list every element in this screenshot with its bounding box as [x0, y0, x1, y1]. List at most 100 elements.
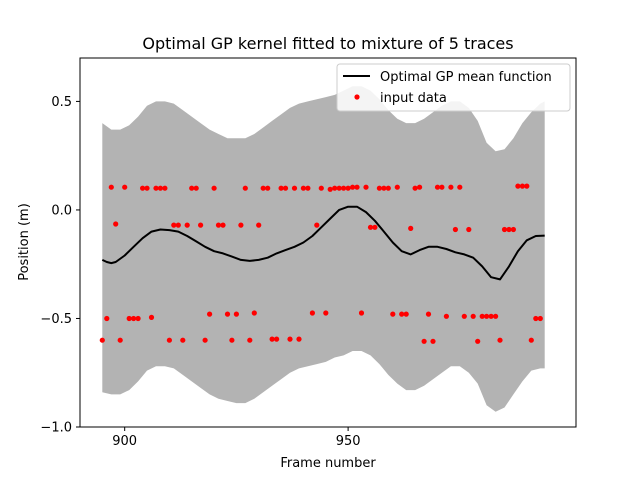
data-point — [305, 185, 311, 191]
data-point — [140, 185, 146, 191]
data-point — [211, 185, 217, 191]
y-tick-label: −0.5 — [40, 312, 72, 327]
data-point — [341, 185, 347, 191]
data-point — [189, 185, 195, 191]
data-point — [372, 224, 378, 230]
data-point — [515, 183, 521, 189]
data-point — [314, 222, 320, 228]
mean-line-layer — [101, 205, 545, 281]
data-point — [537, 315, 543, 322]
x-axis-ticks: 900 950 — [112, 427, 361, 449]
data-point — [417, 184, 423, 190]
x-tick-label: 900 — [112, 434, 137, 449]
data-point — [309, 310, 315, 316]
data-point — [122, 184, 128, 190]
data-point — [363, 184, 369, 190]
data-point — [425, 311, 432, 317]
data-point — [452, 226, 458, 233]
data-point — [282, 185, 289, 191]
y-tick-label: 0.5 — [51, 95, 72, 110]
data-point — [215, 222, 222, 228]
axes-frame — [79, 57, 577, 428]
data-point — [381, 185, 387, 191]
y-axis-label: Position (m) — [17, 203, 32, 281]
data-point — [180, 337, 186, 343]
data-point — [533, 315, 539, 322]
data-point — [126, 315, 132, 322]
data-point — [399, 311, 405, 317]
data-point — [488, 313, 494, 319]
data-point — [233, 311, 239, 317]
data-point — [104, 315, 110, 322]
data-point — [251, 310, 257, 316]
data-point — [358, 310, 365, 316]
y-axis-ticks: −1.0 −0.5 0.0 0.5 — [40, 95, 80, 436]
data-point — [350, 184, 356, 190]
data-point — [354, 184, 360, 190]
data-point — [461, 313, 467, 319]
data-point — [269, 336, 275, 342]
data-point — [265, 185, 271, 191]
data-point — [202, 337, 208, 343]
data-point — [148, 314, 155, 320]
y-tick-label: −1.0 — [40, 421, 72, 436]
data-point — [479, 313, 485, 319]
data-point — [345, 185, 351, 191]
data-point — [153, 185, 159, 191]
data-point — [238, 222, 244, 228]
data-point — [162, 185, 168, 191]
data-point — [166, 337, 172, 343]
x-tick-label: 950 — [336, 434, 361, 449]
legend: Optimal GP mean function input data — [336, 63, 571, 112]
data-point — [497, 337, 503, 343]
data-point — [193, 185, 199, 191]
data-point — [207, 311, 213, 317]
chart-title: Optimal GP kernel fitted to mixture of 5… — [142, 34, 513, 53]
data-point — [332, 185, 338, 191]
data-point — [175, 222, 181, 228]
data-point — [336, 185, 342, 191]
data-point — [278, 185, 284, 191]
data-point — [443, 313, 449, 319]
data-point — [113, 221, 119, 227]
data-point — [220, 222, 226, 228]
data-point — [430, 338, 436, 344]
data-point — [484, 313, 490, 319]
data-point — [457, 184, 463, 190]
data-point — [470, 313, 476, 319]
legend-label-mean: Optimal GP mean function — [380, 70, 552, 85]
confidence-band-layer — [102, 86, 545, 412]
data-point — [408, 225, 414, 231]
data-point — [229, 337, 235, 343]
data-point — [519, 183, 526, 189]
data-points-layer — [99, 183, 543, 344]
data-point — [466, 226, 472, 233]
legend-box — [336, 63, 571, 112]
data-point — [506, 226, 512, 233]
data-point — [439, 184, 445, 190]
data-point — [99, 337, 105, 343]
data-point — [171, 222, 177, 228]
data-point — [108, 184, 114, 190]
data-point — [434, 184, 441, 190]
data-point — [510, 226, 516, 233]
data-point — [274, 336, 280, 342]
data-point — [131, 315, 137, 322]
data-point — [390, 311, 396, 317]
data-point — [327, 186, 333, 192]
data-point — [367, 224, 374, 230]
data-point — [260, 185, 266, 191]
data-point — [291, 185, 298, 191]
mean-line — [101, 205, 545, 281]
data-point — [412, 185, 418, 191]
data-point — [475, 338, 481, 344]
data-point — [256, 222, 262, 228]
data-point — [287, 336, 293, 342]
data-point — [247, 337, 253, 343]
data-point — [157, 185, 163, 191]
data-point — [296, 336, 302, 342]
data-point — [318, 185, 324, 191]
data-point — [323, 310, 329, 316]
data-point — [524, 183, 530, 189]
